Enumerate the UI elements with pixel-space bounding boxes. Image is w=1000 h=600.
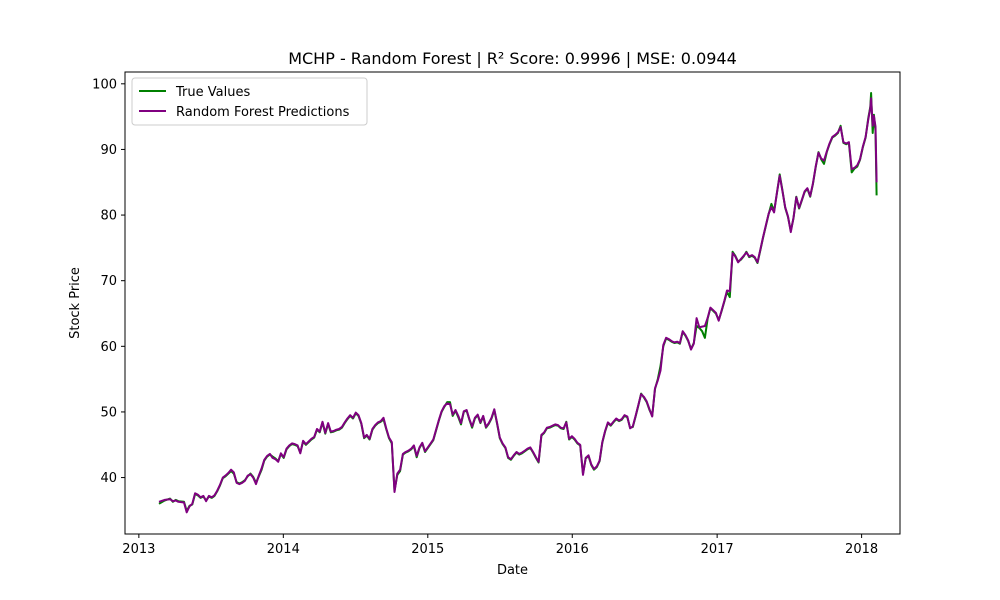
series-line-predictions (158, 97, 878, 514)
y-tick-label: 70 (100, 274, 117, 289)
legend-label-true-values: True Values (175, 85, 250, 100)
y-tick-label: 90 (100, 143, 117, 158)
chart-title: MCHP - Random Forest | R² Score: 0.9996 … (288, 49, 737, 68)
y-axis-label: Stock Price (68, 267, 83, 339)
plot-area (125, 72, 900, 534)
legend-box (131, 77, 368, 126)
y-tick-label: 40 (100, 471, 117, 486)
plot-frame (124, 71, 901, 535)
series-layer (158, 92, 878, 514)
legend-label-predictions: Random Forest Predictions (176, 105, 350, 120)
legend: True Values Random Forest Predictions (131, 77, 368, 126)
y-tick-label: 80 (100, 209, 117, 224)
y-axis: 40 50 60 70 80 90 100 (92, 77, 125, 486)
x-tick-label: 2018 (845, 542, 878, 557)
x-tick-label: 2013 (122, 542, 155, 557)
x-axis: 2013 2014 2015 2016 2017 2018 (122, 534, 878, 557)
y-tick-label: 60 (100, 340, 117, 355)
y-tick-label: 50 (100, 405, 117, 420)
x-tick-label: 2014 (267, 542, 300, 557)
x-axis-label: Date (497, 563, 528, 578)
x-tick-label: 2017 (701, 542, 734, 557)
x-tick-label: 2015 (411, 542, 444, 557)
y-tick-label: 100 (92, 77, 117, 92)
x-tick-label: 2016 (556, 542, 589, 557)
